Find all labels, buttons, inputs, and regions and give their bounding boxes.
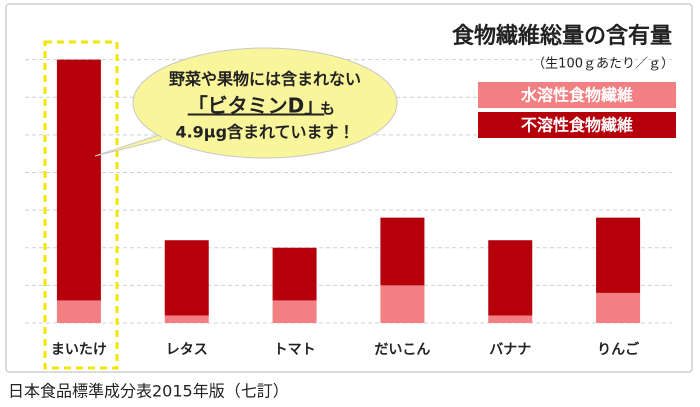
bar-segment — [164, 240, 209, 316]
bars: まいたけ レタス トマト だいこん バナナ りんご — [51, 59, 641, 358]
x-tick-label: だいこん — [374, 342, 430, 358]
callout-line: 野菜や果物には含まれない — [169, 70, 361, 89]
x-tick-label: バナナ — [489, 342, 531, 358]
x-tick-label: レタス — [166, 342, 208, 358]
highlight-box — [43, 40, 119, 370]
chart-title: 食物繊維総量の含有量 — [452, 23, 672, 49]
source-note: 日本食品標準成分表2015年版（七訂） — [8, 382, 289, 401]
bar-segment — [488, 240, 533, 316]
callout-joint — [160, 125, 183, 141]
bar-segment — [596, 292, 641, 323]
bar-segment — [272, 247, 317, 301]
bar-segment — [164, 315, 209, 323]
bar-segment — [380, 285, 425, 323]
bar-segment — [488, 315, 533, 323]
legend-label: 水溶性食物繊維 — [520, 86, 633, 105]
x-tick-label: りんご — [597, 341, 640, 358]
legend-label: 不溶性食物繊維 — [521, 116, 633, 135]
bar-segment — [596, 217, 641, 293]
callout-emphasis: 「ビタミンD」 — [188, 94, 325, 118]
bar-segment — [380, 217, 425, 286]
legend-swatch — [478, 112, 676, 138]
legend-swatch — [478, 82, 676, 108]
bar-segment — [56, 59, 101, 301]
callout: 野菜や果物には含まれない 「ビタミンD」 も 4.9μg含まれています！ — [94, 47, 398, 159]
x-tick-label: トマト — [274, 342, 316, 358]
bar-segment — [272, 300, 317, 323]
x-tick-label: まいたけ — [51, 342, 107, 358]
chart-subtitle: （生100ｇあたり／ｇ） — [532, 57, 674, 72]
callout-suffix: も — [320, 100, 335, 118]
callout-bubble — [132, 47, 398, 159]
callout-line: 4.9μg含まれています！ — [175, 123, 354, 142]
bar-segment — [56, 300, 101, 323]
